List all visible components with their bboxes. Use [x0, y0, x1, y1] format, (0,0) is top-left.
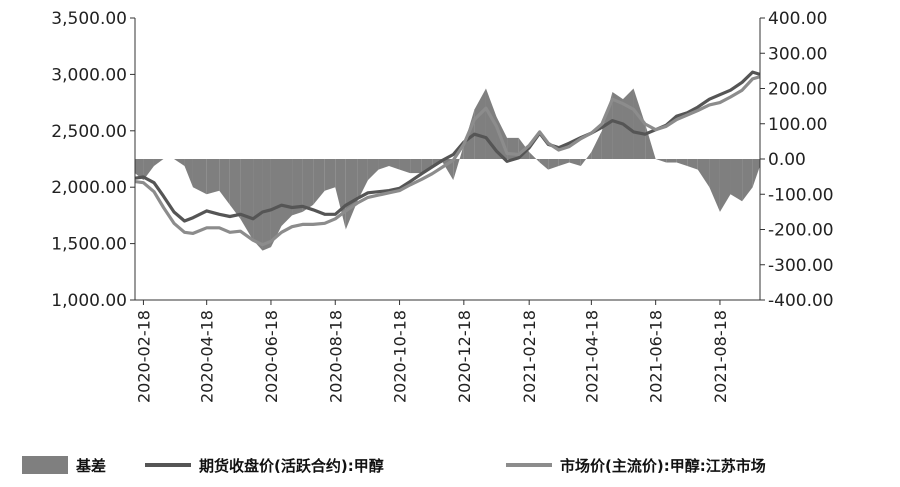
left-axis-ticks: 1,000.00 1,500.00 2,000.00 2,500.00 3,000.00… — [51, 9, 135, 311]
left-tick-label: 3,000.00 — [51, 65, 127, 85]
basis-area-segment — [580, 151, 592, 167]
basis-area-segment — [569, 159, 581, 167]
basis-area-segment — [633, 88, 646, 159]
basis-area-segment — [324, 159, 336, 191]
right-tick-label: 200.00 — [768, 80, 827, 100]
basis-area-segment — [313, 159, 325, 205]
x-tick-label: 2021-06-18 — [647, 310, 666, 403]
basis-area-segment — [558, 159, 570, 167]
basis-area-segment — [709, 159, 720, 212]
basis-area-segment — [676, 159, 688, 167]
right-tick-label: 300.00 — [768, 44, 827, 64]
basis-area-segment — [742, 159, 753, 202]
x-tick-label: 2020-02-18 — [134, 310, 153, 403]
legend-label: 期货收盘价(活跃合约):甲醇 — [199, 457, 384, 475]
right-tick-label: 0.00 — [768, 150, 806, 170]
basis-area-segment — [143, 159, 154, 181]
basis-area-segment — [399, 159, 411, 174]
spot-price-line — [134, 75, 761, 247]
basis-area-segment — [548, 159, 559, 170]
left-tick-label: 1,000.00 — [51, 291, 127, 311]
basis-area-segment — [229, 159, 241, 219]
basis-area-segment — [357, 159, 368, 202]
basis-area-segment — [173, 159, 185, 167]
legend-label: 基差 — [75, 457, 106, 475]
price-lines-layer — [134, 70, 761, 247]
x-tick-label: 2021-08-18 — [711, 310, 730, 403]
right-axis-ticks: -400.00 -300.00 -200.00 -100.00 0.00 100.00 20… — [760, 9, 834, 311]
basis-area-segment — [719, 159, 731, 212]
basis-area-segment — [367, 159, 379, 181]
x-tick-label: 2020-12-18 — [455, 310, 474, 403]
basis-area-segment — [666, 159, 677, 163]
right-tick-label: -400.00 — [768, 291, 834, 311]
right-tick-label: -200.00 — [768, 221, 834, 241]
basis-area-segment — [612, 92, 623, 159]
basis-area-segment — [410, 159, 422, 174]
basis-area-segment — [206, 159, 220, 195]
right-tick-label: 100.00 — [768, 115, 827, 135]
basis-area-segment — [192, 159, 207, 195]
basis-area-segment — [655, 159, 667, 163]
x-axis-ticks: 2020-02-18 2020-04-18 2020-06-18 2020-08-18… — [134, 300, 730, 403]
basis-area-segment — [253, 159, 263, 251]
basis-area-segment — [474, 88, 486, 159]
basis-area-segment — [539, 159, 549, 170]
x-tick-label: 2021-04-18 — [582, 310, 601, 403]
basis-area-segment — [697, 159, 710, 188]
left-tick-label: 1,500.00 — [51, 235, 127, 255]
basis-area-segment — [184, 159, 193, 188]
basis-area-segment — [262, 159, 271, 251]
basis-area-segment — [453, 144, 464, 181]
basis-area-segment — [421, 159, 433, 174]
x-tick-label: 2020-08-18 — [326, 310, 345, 403]
legend: 基差 期货收盘价(活跃合约):甲醇 市场价(主流价):甲醇:江苏市场 — [22, 456, 766, 475]
basis-area-segment — [389, 159, 400, 170]
basis-area-segment — [752, 159, 760, 188]
right-tick-label: -300.00 — [768, 256, 834, 276]
right-tick-label: -100.00 — [768, 185, 834, 205]
x-tick-label: 2020-10-18 — [391, 310, 410, 403]
left-tick-label: 2,000.00 — [51, 178, 127, 198]
basis-area-segment — [281, 159, 293, 226]
basis-area-segment — [529, 151, 540, 163]
basis-area-segment — [302, 159, 314, 212]
left-tick-label: 3,500.00 — [51, 9, 127, 29]
right-tick-label: 400.00 — [768, 9, 827, 29]
legend-label: 市场价(主流价):甲醇:江苏市场 — [560, 457, 766, 475]
x-tick-label: 2020-06-18 — [262, 310, 281, 403]
basis-area-segment — [591, 130, 602, 159]
basis-area-segment — [730, 159, 743, 202]
basis-area-segment — [270, 159, 282, 248]
basis-area-segment — [378, 159, 390, 170]
x-tick-label: 2020-04-18 — [198, 310, 217, 403]
legend-swatch-basis — [22, 456, 68, 474]
basis-area-segment — [219, 159, 230, 205]
basis-area-layer — [135, 88, 760, 251]
basis-area-segment — [153, 159, 164, 167]
basis-area-segment — [292, 159, 303, 216]
basis-area-segment — [345, 159, 358, 230]
basis-area-segment — [135, 159, 144, 181]
x-tick-label: 2021-02-18 — [520, 310, 539, 403]
left-tick-label: 2,500.00 — [51, 122, 127, 142]
basis-area-segment — [687, 159, 698, 170]
basis-area-segment — [240, 159, 254, 241]
